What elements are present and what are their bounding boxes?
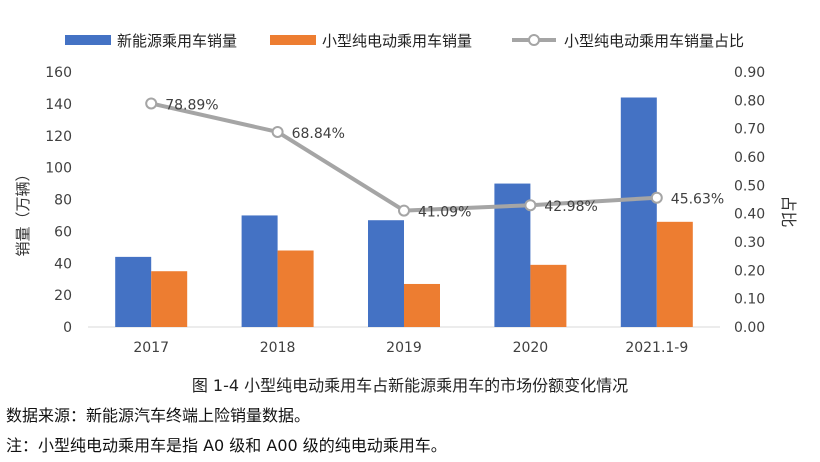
small-bev-sales-bar [277, 250, 314, 327]
y-left-tick-label: 80 [54, 193, 72, 209]
share-data-label: 68.84% [292, 126, 345, 142]
share-line [145, 97, 663, 217]
legend-swatch-small-bev [270, 35, 316, 45]
chart-bars [115, 97, 693, 327]
small-bev-sales-bar [530, 264, 567, 327]
share-data-label: 41.09% [418, 205, 471, 221]
y-right-tick-label: 0.50 [734, 178, 765, 194]
x-tick-label: 2021.1-9 [625, 340, 688, 356]
y-right-tick-label: 0.80 [734, 93, 765, 109]
legend-swatch-nev [65, 35, 111, 45]
small-bev-sales-bar [151, 271, 188, 327]
y-right-axis-title: 占比 [779, 195, 798, 227]
y-left-tick-label: 60 [54, 224, 72, 240]
share-point [145, 97, 158, 110]
x-tick-label: 2017 [133, 340, 169, 356]
legend-label: 新能源乘用车销量 [117, 32, 237, 50]
figure-caption: 图 1-4 小型纯电动乘用车占新能源乘用车的市场份额变化情况 [191, 376, 629, 395]
y-left-tick-label: 140 [45, 97, 72, 113]
nev-sales-bar [620, 97, 657, 327]
y-right-tick-label: 0.40 [734, 207, 765, 223]
legend-swatch-share-marker [528, 34, 540, 46]
share-data-label: 42.98% [544, 199, 597, 215]
data-labels: 78.89% 68.84% 41.09% 42.98% 45.63% [165, 97, 724, 220]
share-polyline [150, 101, 657, 213]
y-left-tick-label: 160 [45, 65, 72, 81]
share-point [650, 191, 663, 204]
y-right-tick-label: 0.60 [734, 150, 765, 166]
y-right-tick-label: 0.10 [734, 292, 765, 308]
remark-note: 注：小型纯电动乘用车是指 A0 级和 A00 级的纯电动乘用车。 [6, 436, 447, 455]
share-point [271, 125, 284, 138]
share-data-label: 78.89% [165, 97, 218, 113]
legend-label: 小型纯电动乘用车销量 [322, 32, 472, 50]
share-data-label: 45.63% [671, 192, 724, 208]
x-tick-label: 2019 [386, 340, 422, 356]
x-tick-label: 2020 [513, 340, 549, 356]
nev-sales-bar [368, 220, 404, 327]
nev-sales-bar [241, 215, 278, 327]
y-right-tick-label: 0.00 [734, 320, 765, 336]
y-left-tick-label: 20 [54, 288, 72, 304]
y-right-tick-label: 0.20 [734, 263, 765, 279]
y-left-axis-title: 销量（万辆） [14, 166, 32, 256]
nev-sales-bar [115, 256, 152, 327]
y-right-tick-label: 0.70 [734, 122, 765, 138]
small-bev-sales-bar [656, 221, 693, 327]
chart-legend: 新能源乘用车销量 小型纯电动乘用车销量 小型纯电动乘用车销量占比 [65, 32, 744, 50]
x-tick-label: 2018 [260, 340, 296, 356]
sales-share-chart: 新能源乘用车销量 小型纯电动乘用车销量 小型纯电动乘用车销量占比 0 20 40 60 80… [14, 32, 798, 356]
legend-label: 小型纯电动乘用车销量占比 [564, 32, 744, 50]
small-bev-sales-bar [404, 283, 440, 327]
y-left-tick-label: 100 [45, 161, 72, 177]
y-left-tick-label: 120 [45, 129, 72, 145]
data-source-note: 数据来源：新能源汽车终端上险销量数据。 [6, 406, 311, 425]
y-right-tick-label: 0.30 [734, 235, 765, 251]
chart-axes: 0 20 40 60 80 100 120 140 160 0.00 0.10 0.20 0.30 0.4… [14, 65, 798, 356]
y-right-tick-label: 0.90 [734, 65, 765, 81]
share-point [524, 199, 537, 212]
y-left-tick-label: 40 [54, 256, 72, 272]
share-point [398, 204, 410, 217]
y-left-tick-label: 0 [63, 320, 72, 336]
